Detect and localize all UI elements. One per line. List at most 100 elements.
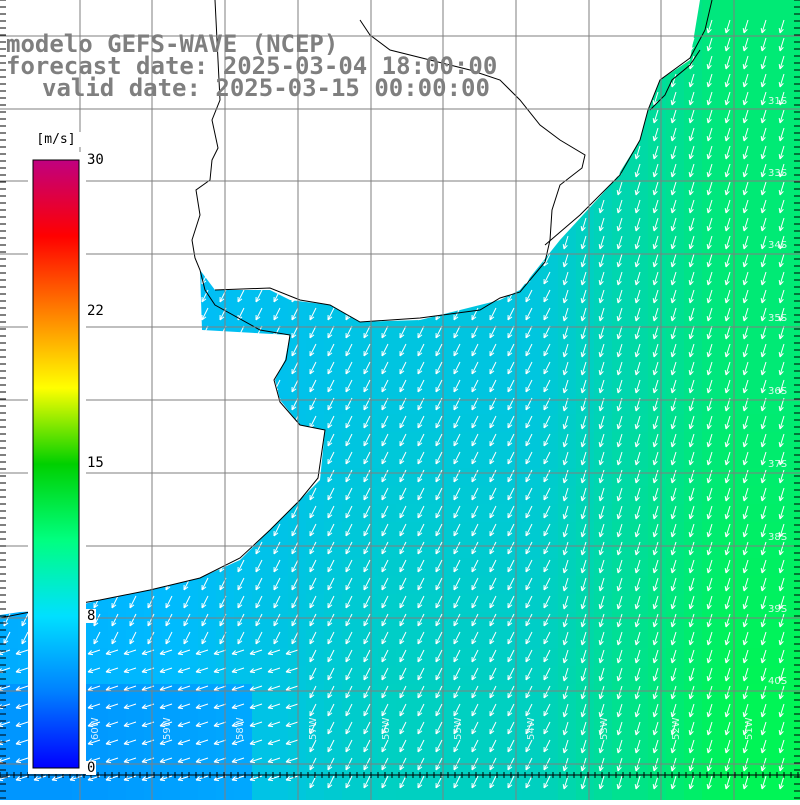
field-cell [702,360,721,379]
field-cell [630,666,649,685]
field-cell [684,792,703,805]
field-cell [630,234,649,253]
field-cell [738,0,757,19]
wind-arrow [652,181,659,196]
field-cell [666,108,685,127]
field-cell [792,792,800,805]
field-cell [756,450,775,469]
field-cell [756,594,775,613]
field-cell [288,756,307,775]
field-cell [648,288,667,307]
field-cell [576,774,595,793]
field-cell [558,504,577,523]
field-cell [738,378,757,397]
field-cell [630,306,649,325]
field-cell [684,72,703,91]
field-cell [612,630,631,649]
field-cell [72,792,91,805]
field-cell [558,450,577,469]
field-cell [774,576,793,595]
wind-arrow [760,145,767,160]
field-cell [144,648,163,667]
field-cell [756,522,775,541]
field-cell [612,756,631,775]
field-cell [594,558,613,577]
field-cell [576,342,595,361]
field-cell [774,792,793,805]
field-cell [378,792,397,805]
field-cell [612,198,631,217]
field-cell [576,702,595,721]
wind-arrow [724,163,731,178]
field-cell [756,54,775,73]
field-cell [594,792,613,805]
field-cell [594,306,613,325]
field-cell [450,792,469,805]
colorbar-unit: [m/s] [30,132,82,147]
wind-arrow [652,163,659,178]
field-cell [684,540,703,559]
wind-arrow [688,127,695,142]
field-cell [738,414,757,433]
field-cell [162,756,181,775]
field-cell [774,648,793,667]
wind-arrow [724,73,731,88]
field-cell [126,738,145,757]
field-cell [702,432,721,451]
field-cell [576,720,595,739]
wind-arrow [706,127,713,142]
field-cell [774,0,793,19]
field-cell [774,396,793,415]
field-cell [648,180,667,199]
field-cell [162,702,181,721]
field-cell [666,432,685,451]
field-cell [558,720,577,739]
field-cell [684,198,703,217]
field-cell [594,252,613,271]
field-cell [594,486,613,505]
field-cell [666,576,685,595]
field-cell [612,648,631,667]
field-cell [684,378,703,397]
field-cell [558,270,577,289]
field-cell [702,666,721,685]
field-cell [144,792,163,805]
wind-arrow [652,127,659,142]
field-cell [558,648,577,667]
field-cell [684,144,703,163]
field-cell [144,702,163,721]
field-cell [774,360,793,379]
field-cell [702,162,721,181]
field-cell [612,216,631,235]
field-cell [630,756,649,775]
field-cell [558,360,577,379]
field-cell [630,522,649,541]
field-cell [684,486,703,505]
field-cell [756,540,775,559]
field-cell [126,756,145,775]
lat-label: 37S [768,459,788,470]
wind-arrow [634,181,641,196]
field-cell [738,540,757,559]
field-cell [774,288,793,307]
field-cell [630,414,649,433]
field-cell [774,522,793,541]
field-cell [522,792,541,805]
lat-label: 38S [768,532,788,543]
field-cell [666,90,685,109]
lon-label: 51W [744,717,755,740]
field-cell [54,792,73,805]
lat-label: 39S [768,604,788,615]
field-cell [252,738,271,757]
field-cell [792,108,800,127]
field-cell [792,774,800,793]
field-cell [666,324,685,343]
wind-arrow [724,91,731,106]
field-cell [576,738,595,757]
field-cell [270,774,289,793]
field-cell [684,324,703,343]
field-cell [594,702,613,721]
field-cell [612,504,631,523]
field-cell [648,504,667,523]
field-cell [558,252,577,271]
